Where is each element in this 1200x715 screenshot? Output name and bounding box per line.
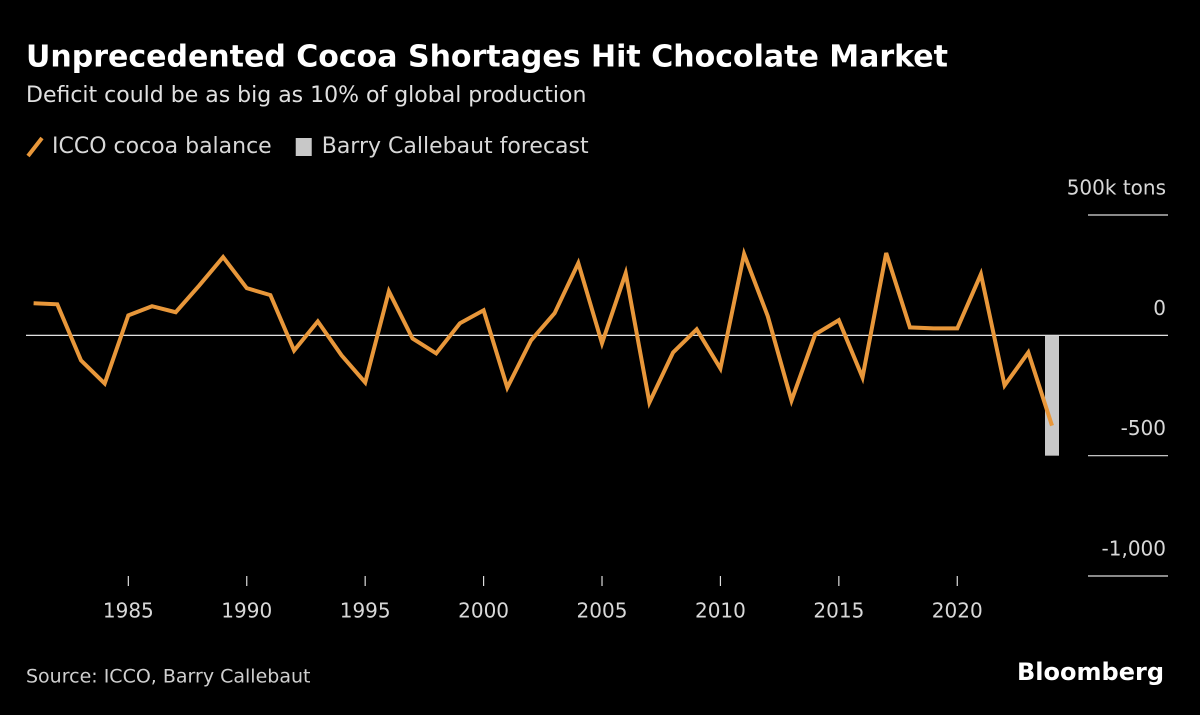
legend-label: Barry Callebaut forecast	[322, 134, 589, 159]
x-tick-label: 1985	[103, 599, 154, 623]
source: Source: ICCO, Barry Callebaut	[26, 666, 310, 688]
x-tick-label: 2010	[695, 599, 746, 623]
x-tick-label: 1995	[340, 599, 391, 623]
x-tick-label: 2020	[932, 599, 983, 623]
brand: Bloomberg	[1017, 658, 1164, 686]
line	[33, 246, 1054, 427]
y-tick-label: -1,000	[1102, 537, 1166, 561]
legend-swatch	[26, 136, 44, 158]
chart-title: Unprecedented Cocoa Shortages Hit Chocol…	[26, 40, 948, 75]
x-tick-label: 2000	[458, 599, 509, 623]
x-tick-label: 1990	[221, 599, 272, 623]
x-tick-label: 2005	[577, 599, 628, 623]
y-tick-label: 500k tons	[1067, 176, 1166, 200]
y-tick-label: -500	[1121, 416, 1166, 440]
bar	[1045, 335, 1059, 456]
chart-subtitle: Deficit could be as big as 10% of global…	[26, 83, 586, 108]
legend-label: ICCO cocoa balance	[52, 134, 272, 159]
legend-swatch	[295, 138, 312, 156]
x-tick-label: 2015	[813, 599, 864, 623]
y-tick-label: 0	[1153, 296, 1166, 320]
